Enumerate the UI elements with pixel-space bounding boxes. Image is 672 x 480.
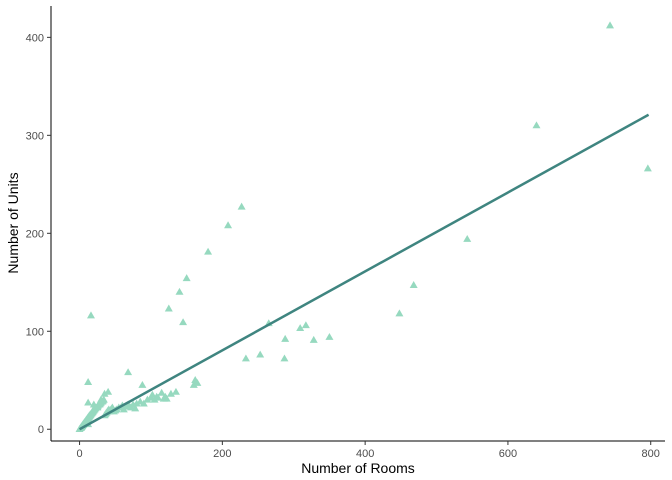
- data-point: [124, 368, 133, 376]
- data-point: [143, 395, 152, 403]
- data-point: [241, 354, 250, 362]
- data-point: [84, 398, 93, 406]
- data-point: [171, 387, 180, 395]
- data-point: [162, 394, 171, 402]
- trend-line: [78, 113, 650, 431]
- y-tick-label: 100: [26, 326, 44, 338]
- x-tick-label: 600: [499, 448, 517, 460]
- data-point: [204, 247, 213, 255]
- data-point: [179, 318, 188, 326]
- y-tick-label: 400: [26, 32, 44, 44]
- x-axis-title: Number of Rooms: [301, 460, 415, 476]
- y-tick-label: 0: [38, 424, 44, 436]
- data-point: [93, 403, 102, 411]
- data-point: [154, 393, 163, 401]
- data-point: [280, 354, 289, 362]
- data-point: [606, 21, 615, 29]
- data-point: [132, 399, 141, 407]
- data-point: [643, 164, 652, 172]
- x-axis-ticks: 0 200 400 600 800: [76, 441, 660, 460]
- data-point: [532, 121, 541, 129]
- data-point: [104, 387, 113, 395]
- x-tick-label: 800: [642, 448, 660, 460]
- data-point: [96, 395, 105, 403]
- data-point: [193, 378, 202, 386]
- data-point: [139, 399, 148, 407]
- data-point: [157, 388, 166, 396]
- data-point: [89, 400, 98, 408]
- data-point: [84, 378, 93, 385]
- data-point: [395, 309, 404, 317]
- data-point: [189, 380, 198, 388]
- x-tick-label: 200: [213, 448, 231, 460]
- x-tick-label: 0: [76, 448, 82, 460]
- data-point: [301, 321, 310, 329]
- data-point: [237, 202, 246, 210]
- data-point: [131, 404, 140, 412]
- data-point: [296, 324, 305, 332]
- data-point: [182, 274, 191, 282]
- data-point: [463, 234, 472, 242]
- y-axis-title: Number of Units: [5, 172, 21, 273]
- data-point: [166, 389, 175, 397]
- data-point: [138, 380, 147, 388]
- data-point: [175, 287, 184, 295]
- data-point: [164, 304, 173, 312]
- data-point: [309, 335, 318, 343]
- data-point: [281, 334, 290, 342]
- data-point: [256, 350, 265, 358]
- y-tick-label: 300: [26, 130, 44, 142]
- data-point: [86, 311, 95, 319]
- y-tick-label: 200: [26, 228, 44, 240]
- data-point: [100, 389, 109, 397]
- data-point: [409, 281, 418, 288]
- x-tick-label: 400: [356, 448, 374, 460]
- y-axis-ticks: 0 100 200 300 400: [26, 32, 51, 436]
- data-point: [325, 332, 334, 340]
- data-point: [224, 221, 233, 229]
- data-points: [75, 21, 652, 432]
